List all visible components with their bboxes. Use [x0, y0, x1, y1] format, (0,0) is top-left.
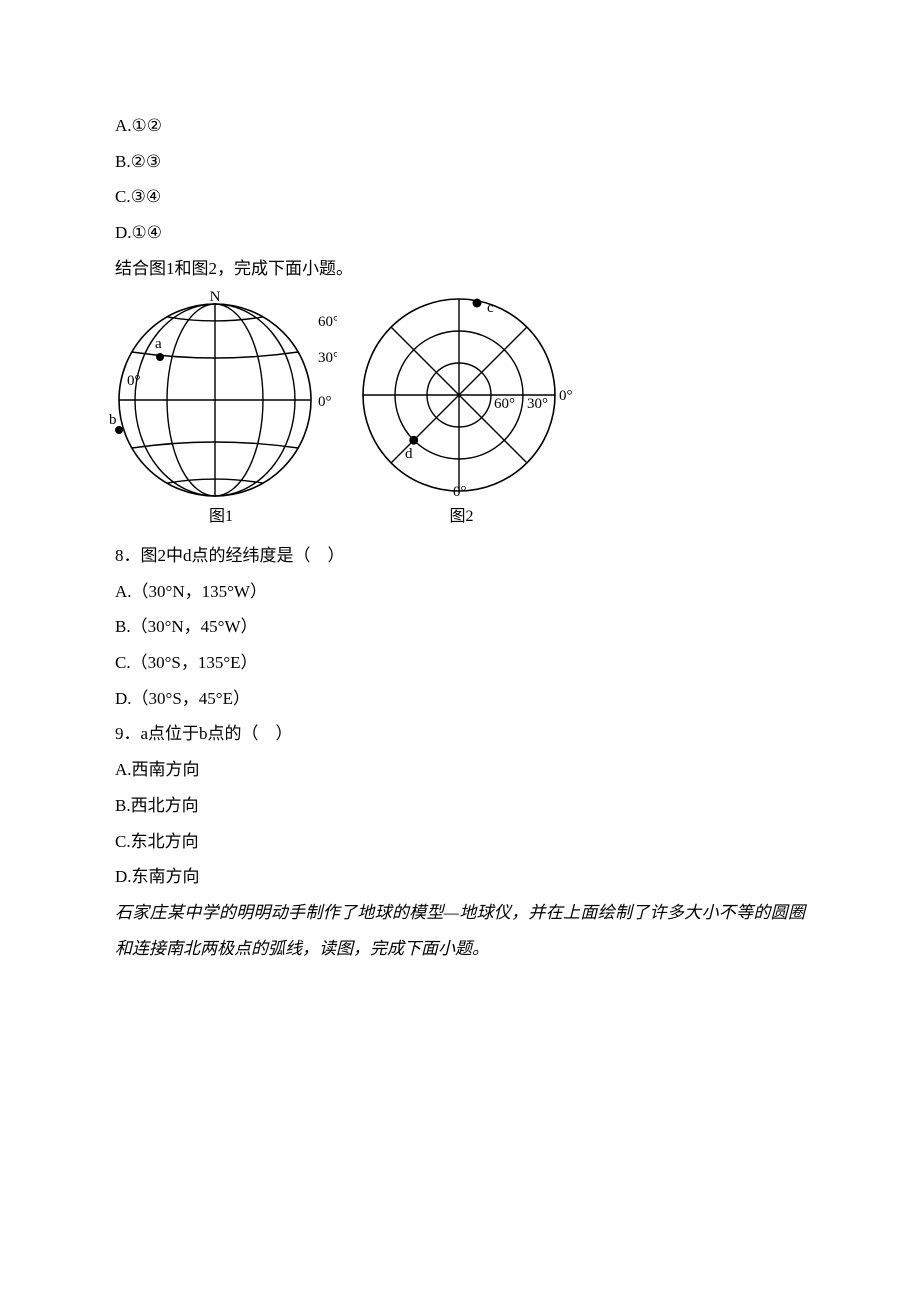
polar-0-right: 0° — [559, 388, 573, 404]
label-a: a — [155, 336, 162, 352]
q9-option-d: D.东南方向 — [115, 859, 805, 895]
q8-option-a: A.（30°N，135°W） — [115, 574, 805, 610]
q8-option-d: D.（30°S，45°E） — [115, 681, 805, 717]
q9-option-c: C.东北方向 — [115, 824, 805, 860]
figure-2-caption: 图2 — [349, 500, 574, 534]
q8-option-c: C.（30°S，135°E） — [115, 645, 805, 681]
polar-30: 30° — [527, 396, 548, 412]
context-1: 结合图1和图2，完成下面小题。 — [115, 251, 805, 287]
q7-option-d: D.①④ — [115, 215, 805, 251]
q9-stem: 9．a点位于b点的（ ） — [115, 716, 805, 752]
context-2: 石家庄某中学的明明动手制作了地球的模型—地球仪，并在上面绘制了许多大小不等的圆圈… — [115, 895, 805, 966]
q7-option-b: B.②③ — [115, 144, 805, 180]
figure-1: N 60° 30° 0° 0° a b 图1 — [105, 290, 337, 534]
label-60: 60° — [318, 314, 337, 330]
q9-option-b: B.西北方向 — [115, 788, 805, 824]
polar-60: 60° — [494, 396, 515, 412]
q9-option-a: A.西南方向 — [115, 752, 805, 788]
label-0w: 0° — [127, 373, 141, 389]
label-N: N — [210, 290, 221, 305]
figure-2: 0° c d 60° 30° 0° 图2 — [349, 290, 574, 534]
q8-option-b: B.（30°N，45°W） — [115, 609, 805, 645]
label-30: 30° — [318, 350, 337, 366]
page: A.①② B.②③ C.③④ D.①④ 结合图1和图2，完成下面小题。 — [0, 0, 920, 966]
globe-side-svg: N 60° 30° 0° 0° a b — [105, 290, 337, 500]
globe-polar-svg: 0° c d 60° 30° 0° — [349, 290, 574, 500]
polar-c: c — [487, 300, 494, 316]
figure-1-caption: 图1 — [105, 500, 337, 534]
label-b: b — [109, 412, 117, 428]
q7-option-c: C.③④ — [115, 179, 805, 215]
q7-option-a: A.①② — [115, 108, 805, 144]
q8-stem: 8．图2中d点的经纬度是（ ） — [115, 538, 805, 574]
polar-0-bottom: 0° — [453, 484, 467, 500]
figures-row: N 60° 30° 0° 0° a b 图1 — [105, 290, 805, 534]
label-0e: 0° — [318, 394, 332, 410]
polar-d: d — [405, 446, 413, 462]
